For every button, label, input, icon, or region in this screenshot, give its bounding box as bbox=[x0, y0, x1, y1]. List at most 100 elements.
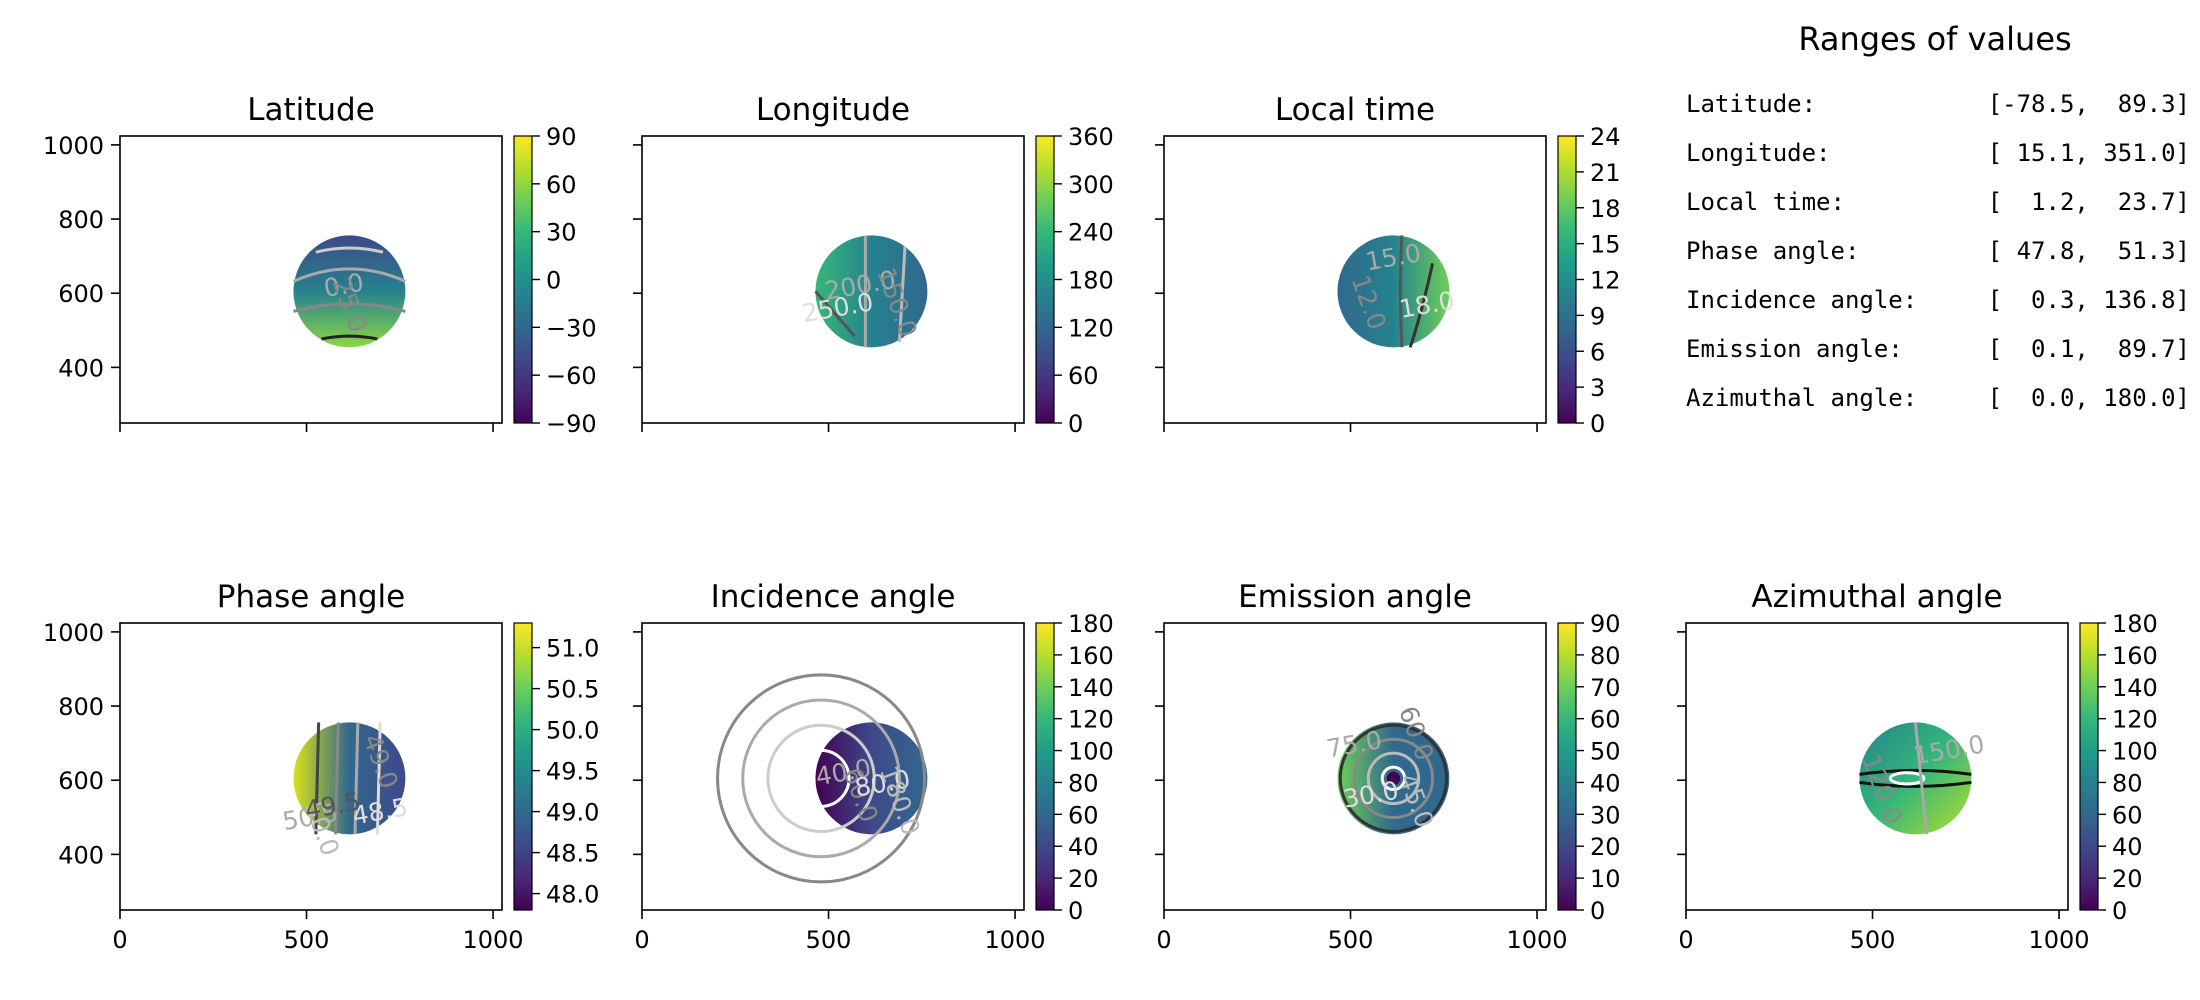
x-tick-label: 500 bbox=[806, 926, 852, 954]
axes-frame bbox=[641, 622, 1025, 911]
contour-lines bbox=[292, 246, 406, 341]
x-tick-label: 1000 bbox=[2029, 926, 2090, 954]
colorbar bbox=[1035, 135, 1055, 424]
colorbar-tick-label: 15 bbox=[1590, 231, 1621, 259]
axes-frame bbox=[1163, 622, 1547, 911]
planet-disc bbox=[1859, 722, 1972, 835]
colorbar-tick-label: 0 bbox=[1068, 410, 1083, 438]
range-row-emission-angle: Emission angle: [ 0.1, 89.7] bbox=[1680, 325, 2190, 374]
contour-lines bbox=[814, 235, 907, 348]
range-row-phase-angle: Phase angle: [ 47.8, 51.3] bbox=[1680, 227, 2190, 276]
colorbar bbox=[1035, 622, 1055, 911]
chart-panel: Local time 15.012.0 18.0 24 21 18 15 12 9 6 3 0 bbox=[1155, 92, 1621, 438]
colorbar-tick-label: 10 bbox=[1590, 865, 1621, 893]
x-tick-label: 1000 bbox=[463, 926, 524, 954]
contour-line bbox=[1888, 771, 1926, 786]
axes-frame bbox=[641, 135, 1025, 424]
colorbar-tick-label: 60 bbox=[1590, 706, 1621, 734]
colorbar-tick-label: 60 bbox=[546, 171, 577, 199]
contour-line bbox=[353, 722, 360, 835]
contour-line bbox=[741, 698, 901, 859]
planet-disc bbox=[815, 722, 928, 835]
colorbar-tick-label: −60 bbox=[546, 362, 597, 390]
contour-line bbox=[1408, 263, 1435, 348]
contour-line bbox=[1380, 765, 1407, 792]
chart-title: Latitude bbox=[247, 92, 375, 128]
contour-line bbox=[375, 722, 382, 835]
contour-line bbox=[1338, 723, 1449, 834]
contour-line bbox=[333, 722, 340, 835]
colorbar-tick-label: 60 bbox=[1068, 801, 1099, 829]
ranges-title: Ranges of values bbox=[1798, 20, 2072, 58]
colorbar-tick-label: 6 bbox=[1590, 338, 1605, 366]
contour-line bbox=[321, 334, 378, 341]
range-value: [ 0.0, 180.0] bbox=[1987, 384, 2190, 412]
colorbar-tick-label: 49.0 bbox=[546, 799, 599, 827]
contour-line bbox=[716, 673, 927, 884]
colorbar-tick-label: 140 bbox=[1068, 674, 1114, 702]
colorbar-tick-label: 20 bbox=[2112, 865, 2143, 893]
y-tick-label: 800 bbox=[58, 206, 104, 234]
colorbar-tick-label: 0 bbox=[546, 267, 561, 295]
range-label: Local time: bbox=[1686, 188, 1845, 216]
colorbar-tick-label: 180 bbox=[1068, 267, 1114, 295]
plot-area: 50.549.048.550.049.5 bbox=[280, 722, 410, 860]
chart-title: Phase angle bbox=[217, 579, 405, 615]
range-row-local-time: Local time: [ 1.2, 23.7] bbox=[1680, 178, 2190, 227]
axes-frame bbox=[119, 135, 503, 424]
contour-lines bbox=[716, 673, 927, 884]
ranges-panel: Ranges of values Latitude: [-78.5, 89.3]… bbox=[1680, 20, 2190, 423]
y-tick-label: 1000 bbox=[43, 619, 104, 647]
range-value: [ 0.1, 89.7] bbox=[1987, 335, 2190, 363]
colorbar-tick-label: 40 bbox=[1068, 833, 1099, 861]
colorbar bbox=[513, 135, 533, 424]
colorbar-tick-label: 100 bbox=[1068, 738, 1114, 766]
colorbar-tick-label: 0 bbox=[1068, 897, 1083, 925]
colorbar-tick-label: 90 bbox=[1590, 610, 1621, 638]
contour-line bbox=[314, 722, 321, 835]
colorbar-tick-label: 48.5 bbox=[546, 840, 599, 868]
contour-line bbox=[1913, 722, 1929, 835]
colorbar-tick-label: 3 bbox=[1590, 374, 1605, 402]
contour-lines bbox=[1338, 723, 1449, 834]
x-tick-label: 500 bbox=[284, 926, 330, 954]
x-tick-label: 0 bbox=[112, 926, 127, 954]
colorbar-tick-label: 60 bbox=[1068, 362, 1099, 390]
contour-line bbox=[1352, 737, 1435, 820]
y-tick-label: 600 bbox=[58, 767, 104, 795]
contour-line bbox=[897, 246, 907, 342]
colorbar-tick-label: 80 bbox=[1590, 642, 1621, 670]
axes-frame bbox=[1685, 622, 2069, 911]
chart-title: Longitude bbox=[756, 92, 910, 128]
range-value: [ 15.1, 351.0] bbox=[1987, 139, 2190, 167]
chart-title: Azimuthal angle bbox=[1751, 579, 2002, 615]
contour-line bbox=[1366, 751, 1421, 806]
range-value: [ 47.8, 51.3] bbox=[1987, 237, 2190, 265]
colorbar-tick-label: 49.5 bbox=[546, 758, 599, 786]
axes-frame bbox=[119, 622, 503, 911]
colorbar-tick-label: 240 bbox=[1068, 219, 1114, 247]
colorbar-tick-label: 90 bbox=[546, 123, 577, 151]
colorbar-tick-label: 0 bbox=[2112, 897, 2127, 925]
colorbar-tick-label: 12 bbox=[1590, 267, 1621, 295]
contour-line bbox=[293, 302, 406, 313]
colorbar-tick-label: 180 bbox=[1068, 610, 1114, 638]
range-label: Emission angle: bbox=[1686, 335, 1903, 363]
colorbar-tick-label: 20 bbox=[1068, 865, 1099, 893]
range-label: Phase angle: bbox=[1686, 237, 1860, 265]
colorbar bbox=[1557, 622, 1577, 911]
colorbar-tick-label: 0 bbox=[1590, 897, 1605, 925]
range-value: [-78.5, 89.3] bbox=[1987, 90, 2190, 118]
x-tick-label: 1000 bbox=[985, 926, 1046, 954]
colorbar-tick-label: 0 bbox=[1590, 410, 1605, 438]
range-label: Longitude: bbox=[1686, 139, 1831, 167]
plot-area: 15.012.0 18.0 bbox=[1337, 235, 1457, 348]
colorbar-tick-label: 50 bbox=[1590, 738, 1621, 766]
x-tick-label: 0 bbox=[1678, 926, 1693, 954]
chart-panel: Latitude 0.025.0 400 600 800 1000 90 60 30 0 −30 −6… bbox=[43, 92, 597, 438]
